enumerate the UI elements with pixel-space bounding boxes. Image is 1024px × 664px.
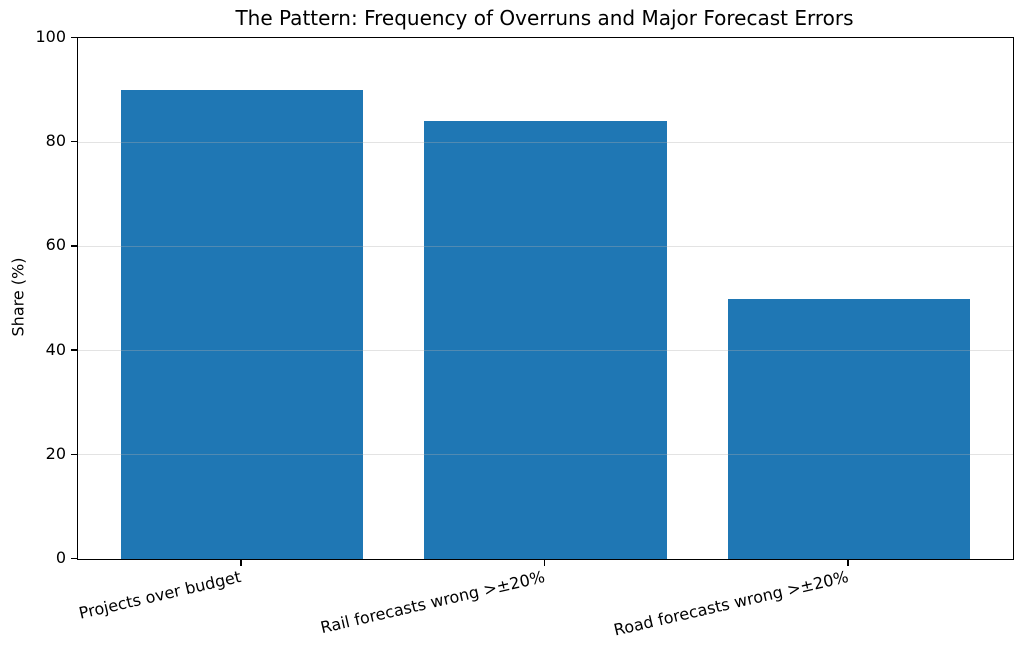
y-tick-label-20: 20 [45, 443, 66, 463]
x-tick-mark-3 [847, 559, 849, 566]
y-tick-label-0: 0 [55, 548, 66, 567]
x-tick-mark-1 [240, 559, 242, 566]
x-tick-mark-2 [543, 559, 546, 566]
y-axis-label: Share (%) [8, 257, 28, 337]
y-tick-mark-0 [71, 557, 77, 560]
y-tick-label-100: 100 [35, 27, 66, 46]
chart-title: The Pattern: Frequency of Overruns and M… [235, 6, 854, 30]
bar-road-forecasts-wrong-20 [727, 298, 971, 559]
grid-line-y60 [78, 245, 1013, 248]
y-tick-label-40: 40 [45, 339, 66, 359]
x-tick-label-3: Road forecasts wrong >±20% [611, 567, 851, 640]
y-tick-mark-80 [71, 140, 77, 143]
grid-line-y20 [78, 454, 1013, 456]
grid-line-y80 [78, 141, 1013, 143]
x-tick-label-1: Projects over budget [77, 567, 243, 623]
plot-area [77, 37, 1014, 560]
y-tick-label-60: 60 [45, 235, 66, 255]
bar-rail-forecasts-wrong-20 [424, 121, 667, 559]
y-tick-mark-20 [71, 453, 77, 456]
bar-projects-over-budget [120, 90, 364, 559]
grid-line-y40 [78, 349, 1013, 352]
y-tick-mark-100 [71, 36, 77, 39]
x-tick-label-2: Rail forecasts wrong >±20% [318, 567, 547, 638]
y-tick-label-80: 80 [45, 131, 66, 151]
y-tick-mark-40 [71, 349, 77, 351]
y-tick-mark-60 [71, 245, 77, 247]
